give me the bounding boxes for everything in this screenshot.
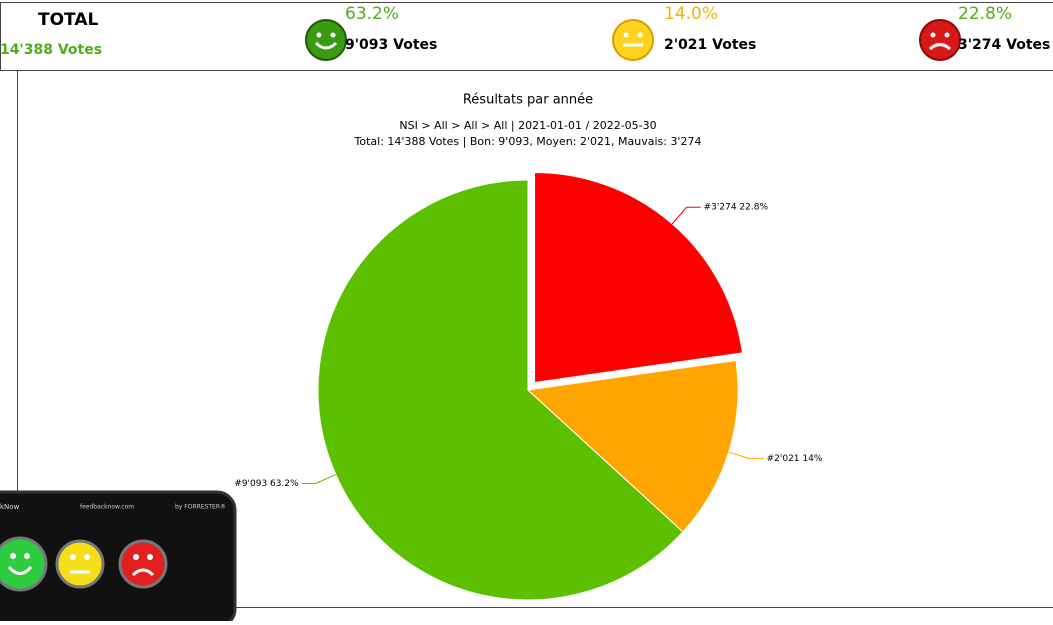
stat-percent: 14.0% [664, 4, 718, 24]
chart-subtitle: NSI > All > All > All | 2021-01-01 / 202… [399, 119, 656, 132]
total-votes: 14'388 Votes [0, 42, 102, 58]
device-brand: kNow [0, 503, 20, 511]
leader-line [302, 475, 336, 484]
stat-votes: 9'093 Votes [345, 37, 437, 53]
icon-good [306, 20, 346, 60]
stat-votes: 2'021 Votes [664, 37, 756, 53]
device-maker: by FORRESTER® [175, 504, 226, 511]
data-label: #9'093 63.2% [234, 479, 299, 489]
icon-bad [920, 20, 960, 60]
total-title: TOTAL [38, 10, 98, 30]
stat-votes: 3'274 Votes [958, 37, 1050, 53]
pie: #9'093 63.2% #2'021 14% #3'274 22.8% [234, 172, 823, 600]
data-label: #3'274 22.8% [704, 203, 769, 213]
device-url: feedbacknow.com [80, 504, 134, 511]
leader-line [729, 452, 764, 459]
data-label: #2'021 14% [767, 454, 823, 464]
leader-line [672, 207, 700, 224]
icon-neutral [613, 20, 653, 60]
chart-title: Résultats par année [463, 93, 593, 108]
stat-percent: 63.2% [345, 4, 399, 24]
screen: TOTAL 14'388 Votes 63.2% 9'093 Votes 14.… [0, 0, 1053, 621]
header-box [1, 3, 1053, 71]
chart-subtitle: Total: 14'388 Votes | Bon: 9'093, Moyen:… [354, 135, 702, 148]
stat-percent: 22.8% [958, 4, 1012, 24]
device: kNow feedbacknow.com by FORRESTER® [0, 492, 235, 621]
